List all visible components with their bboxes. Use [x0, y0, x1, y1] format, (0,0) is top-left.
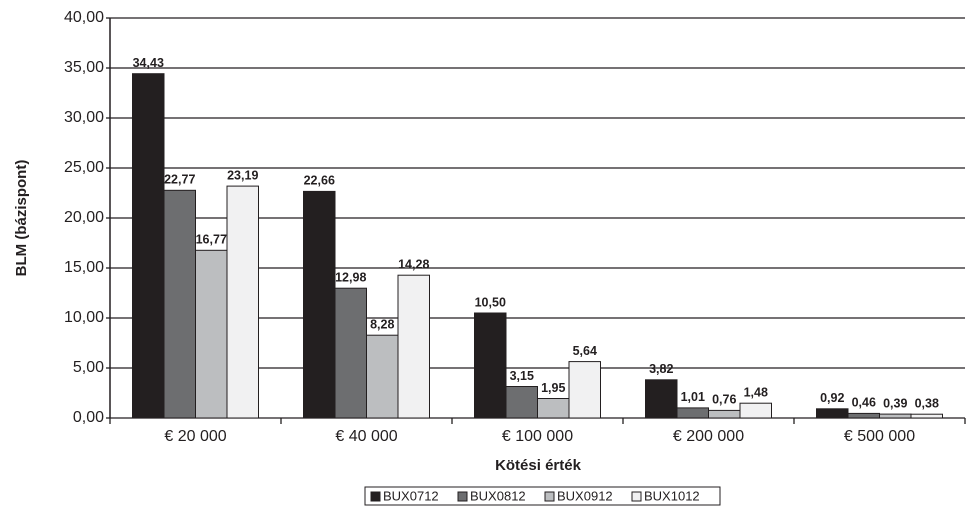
bar [366, 334, 399, 419]
legend-swatch [544, 491, 555, 502]
legend-label: BUX0812 [470, 488, 526, 503]
y-tick-label: 5,00 [73, 359, 104, 376]
bar [334, 287, 367, 419]
bar [645, 379, 678, 419]
legend-box [364, 486, 721, 506]
bar [910, 413, 943, 419]
y-tick-label: 30,00 [64, 109, 104, 126]
data-label: 3,82 [649, 362, 673, 376]
data-label: 0,38 [915, 396, 939, 410]
y-tick-label: 25,00 [64, 159, 104, 176]
bar [568, 361, 601, 419]
bar [847, 412, 880, 419]
data-label: 16,77 [196, 233, 227, 247]
bar [676, 407, 709, 419]
x-tick-label: € 500 000 [844, 428, 915, 445]
x-tick-label: € 20 000 [164, 428, 226, 445]
data-label: 22,77 [164, 173, 195, 187]
bar [132, 73, 165, 419]
data-label: 14,28 [398, 257, 429, 271]
data-label: 12,98 [335, 270, 366, 284]
y-tick-label: 15,00 [64, 259, 104, 276]
data-label: 1,48 [744, 385, 768, 399]
bar [397, 274, 430, 419]
x-tick-label: € 40 000 [335, 428, 397, 445]
x-axis-title: Kötési érték [495, 457, 582, 474]
bar [537, 398, 570, 419]
y-tick-label: 40,00 [64, 9, 104, 26]
bar [303, 190, 336, 419]
y-tick-label: 0,00 [73, 409, 104, 426]
bar [163, 189, 196, 419]
data-label: 3,15 [510, 369, 534, 383]
data-label: 0,39 [883, 396, 907, 410]
y-tick-label: 35,00 [64, 59, 104, 76]
bar [195, 249, 228, 419]
bar [474, 312, 507, 419]
data-label: 1,01 [681, 390, 705, 404]
data-label: 1,95 [541, 381, 565, 395]
bar [739, 402, 772, 419]
y-tick-label: 10,00 [64, 309, 104, 326]
y-tick-label: 20,00 [64, 209, 104, 226]
data-label: 0,92 [820, 391, 844, 405]
y-axis-title: BLM (bázispont) [13, 160, 30, 277]
bar [816, 408, 849, 419]
data-label: 0,76 [712, 393, 736, 407]
bar [505, 386, 538, 419]
legend-swatch [631, 491, 642, 502]
legend-swatch [370, 491, 381, 502]
legend-label: BUX0912 [557, 488, 613, 503]
x-tick-label: € 200 000 [673, 428, 744, 445]
legend-swatch [457, 491, 468, 502]
x-tick-label: € 100 000 [502, 428, 573, 445]
data-label: 0,46 [852, 396, 876, 410]
data-label: 23,19 [227, 168, 258, 182]
data-label: 5,64 [573, 344, 597, 358]
legend-label: BUX0712 [383, 488, 439, 503]
data-label: 34,43 [133, 56, 164, 70]
bar [226, 185, 259, 419]
bar [708, 409, 741, 419]
data-label: 22,66 [304, 174, 335, 188]
data-label: 10,50 [475, 295, 506, 309]
data-label: 8,28 [370, 317, 394, 331]
legend-label: BUX1012 [644, 488, 700, 503]
bar [879, 413, 912, 419]
